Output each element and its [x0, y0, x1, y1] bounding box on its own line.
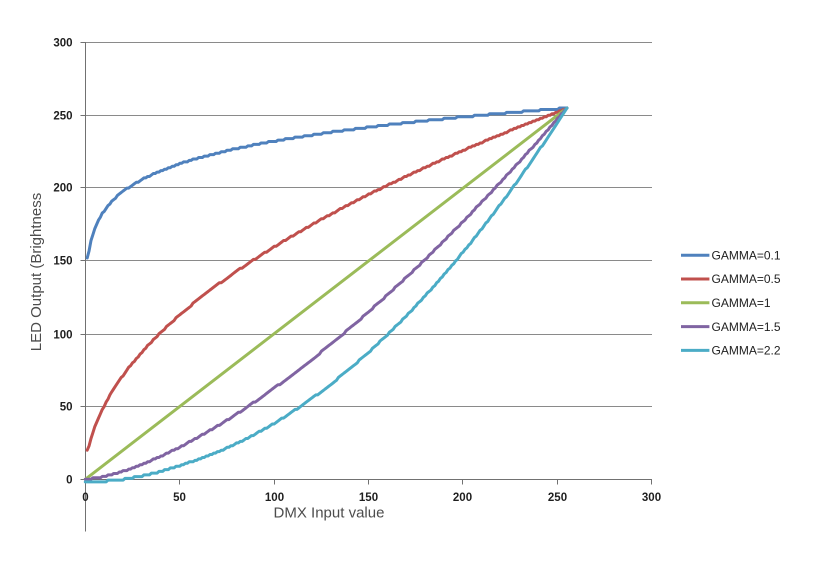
svg-text:GAMMA=0.1: GAMMA=0.1 — [712, 248, 781, 262]
svg-text:GAMMA=2.2: GAMMA=2.2 — [712, 344, 781, 358]
svg-text:300: 300 — [53, 38, 72, 50]
svg-text:0: 0 — [82, 492, 88, 504]
svg-text:200: 200 — [53, 183, 72, 195]
svg-text:250: 250 — [53, 111, 72, 123]
svg-text:300: 300 — [642, 492, 661, 504]
svg-text:150: 150 — [53, 256, 72, 268]
svg-text:100: 100 — [265, 492, 284, 504]
svg-text:50: 50 — [173, 492, 186, 504]
svg-text:100: 100 — [53, 330, 72, 342]
svg-text:50: 50 — [60, 402, 73, 414]
svg-text:0: 0 — [66, 475, 72, 487]
svg-text:DMX Input value: DMX Input value — [274, 505, 385, 522]
svg-text:150: 150 — [359, 492, 378, 504]
svg-text:LED Output (Brightness: LED Output (Brightness — [28, 193, 45, 351]
svg-text:200: 200 — [453, 492, 472, 504]
svg-text:250: 250 — [548, 492, 567, 504]
svg-text:GAMMA=1: GAMMA=1 — [712, 296, 771, 310]
svg-text:GAMMA=0.5: GAMMA=0.5 — [712, 272, 781, 286]
svg-text:GAMMA=1.5: GAMMA=1.5 — [712, 320, 781, 334]
